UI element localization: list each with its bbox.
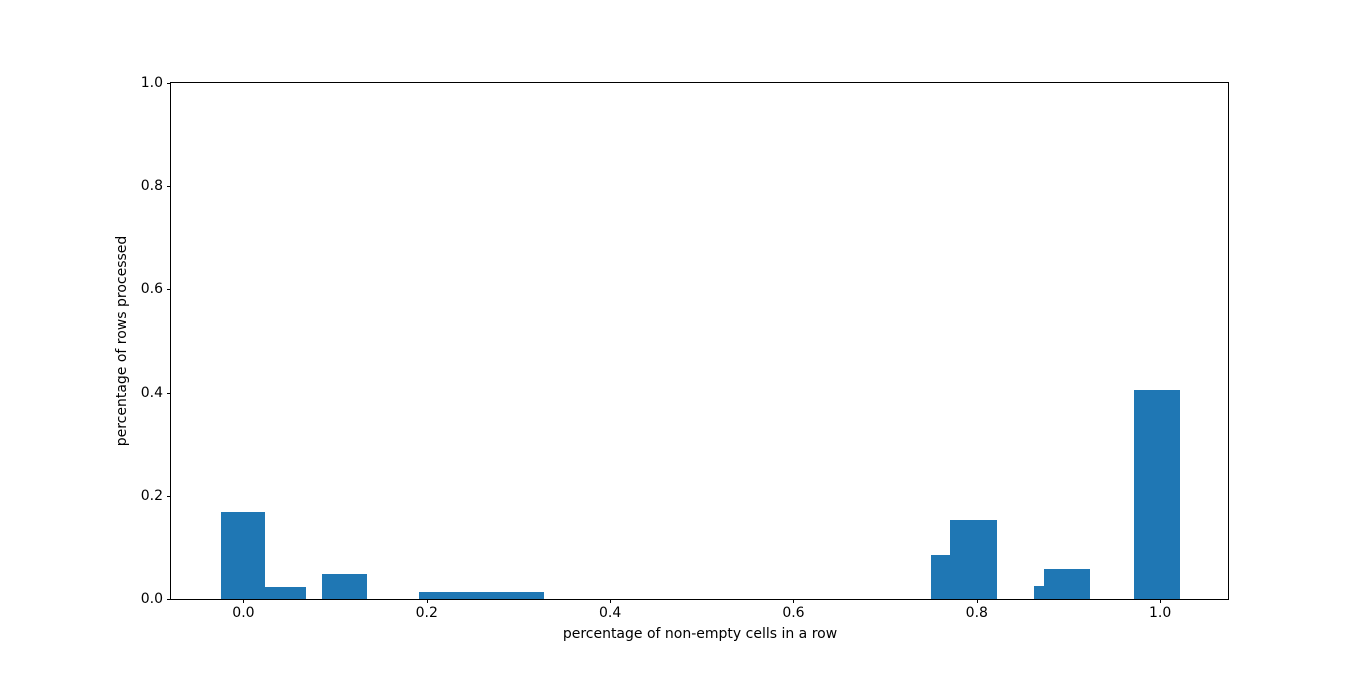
x-tick-mark <box>976 599 978 603</box>
histogram-bar <box>1043 569 1090 599</box>
y-tick-mark <box>167 495 171 497</box>
histogram-bar <box>220 512 266 599</box>
x-tick-label: 1.0 <box>1149 605 1172 621</box>
y-axis-label: percentage of rows processed <box>114 235 130 447</box>
x-tick-mark <box>793 599 795 603</box>
x-tick-label: 0.2 <box>415 605 438 621</box>
y-tick-label: 1.0 <box>140 75 163 91</box>
histogram-bar <box>1033 586 1044 599</box>
y-tick-mark <box>167 392 171 394</box>
histogram-bar <box>265 586 306 599</box>
y-tick-label: 0.2 <box>140 487 163 504</box>
histogram-bar <box>950 519 997 599</box>
y-tick-mark <box>167 599 171 600</box>
y-tick-mark <box>167 83 171 84</box>
x-tick-mark <box>426 599 428 603</box>
x-tick-label: 0.8 <box>965 605 988 621</box>
y-tick-mark <box>167 289 171 291</box>
plot-area: 0.0 0.2 0.4 0.6 0.8 1.0 0.0 0.2 0.4 0.6 0.8 1.0 <box>141 76 1229 620</box>
histogram-bar <box>930 555 951 599</box>
histogram-bar <box>322 574 368 599</box>
x-axis-label: percentage of non-empty cells in a row <box>562 626 838 642</box>
y-tick-mark <box>167 186 171 188</box>
y-tick-label: 0.6 <box>140 281 163 298</box>
x-tick-label: 0.4 <box>598 605 622 621</box>
x-tick-mark <box>610 599 612 603</box>
y-tick-label: 0.0 <box>140 591 163 607</box>
histogram-bar <box>419 592 545 599</box>
histogram-bar <box>1134 390 1181 599</box>
y-tick-label: 0.8 <box>140 178 163 195</box>
x-tick-mark <box>1160 599 1162 603</box>
y-tick-label: 0.4 <box>140 384 163 401</box>
x-tick-mark <box>243 599 245 603</box>
x-tick-label: 0.6 <box>782 605 805 621</box>
x-tick-label: 0.0 <box>232 605 255 621</box>
